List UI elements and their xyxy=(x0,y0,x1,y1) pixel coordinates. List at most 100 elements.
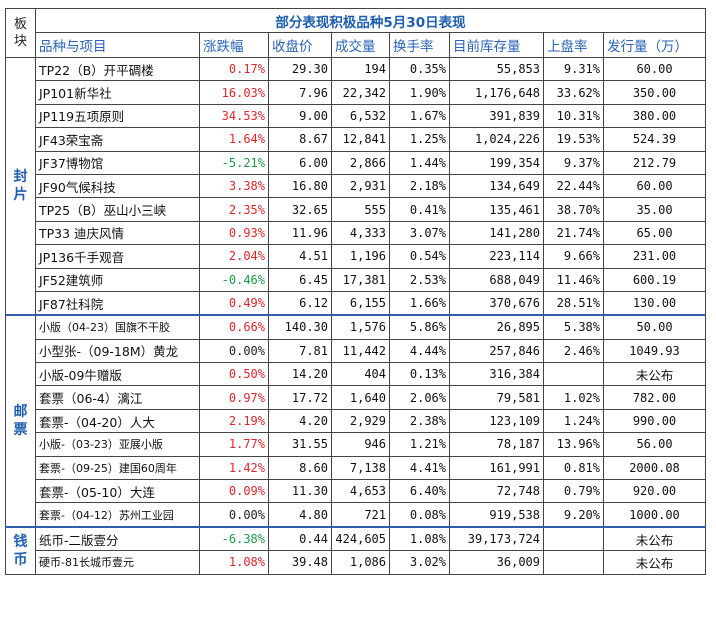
close-price-cell: 31.55 xyxy=(268,432,332,457)
volume-cell: 22,342 xyxy=(331,80,390,105)
close-price-cell: 4.51 xyxy=(268,244,332,269)
issue-cell: 65.00 xyxy=(603,220,706,246)
volume-cell: 1,196 xyxy=(331,244,390,269)
item-name: 硬币-81长城币壹元 xyxy=(35,550,200,575)
stock-cell: 1,176,648 xyxy=(449,80,544,105)
close-price-cell: 6.12 xyxy=(268,290,332,316)
stock-cell: 161,991 xyxy=(449,455,544,481)
close-price-cell: 16.80 xyxy=(268,173,332,199)
table-row: 套票-（05-10）大连 0.09% 11.30 4,653 6.40% 72,748 0.… xyxy=(6,479,706,504)
listing-rate-cell: 22.44% xyxy=(543,173,604,199)
issue-cell: 50.00 xyxy=(603,314,706,340)
item-name: JP136千手观音 xyxy=(35,244,200,269)
stock-cell: 370,676 xyxy=(449,290,544,316)
close-price-cell: 4.20 xyxy=(268,408,332,434)
turnover-cell: 4.44% xyxy=(389,338,450,364)
turnover-cell: 1.25% xyxy=(389,127,450,152)
listing-rate-cell: 1.02% xyxy=(543,385,604,410)
volume-cell: 555 xyxy=(331,197,390,222)
change-cell: 1.08% xyxy=(199,550,269,575)
change-cell: -6.38% xyxy=(199,525,269,552)
change-cell: 1.64% xyxy=(199,127,269,152)
volume-cell: 4,333 xyxy=(331,220,390,246)
item-name: 套票-（04-20）人大 xyxy=(35,408,200,434)
stock-cell: 79,581 xyxy=(449,385,544,410)
issue-cell: 未公布 xyxy=(603,550,706,575)
change-cell: 1.42% xyxy=(199,455,269,481)
section-header-text: 板块 xyxy=(13,17,27,49)
table-row: 小型张-（09-18M）黄龙 0.00% 7.81 11,442 4.44% 257,84… xyxy=(6,338,706,364)
turnover-cell: 1.08% xyxy=(389,525,450,552)
change-cell: 16.03% xyxy=(199,80,269,105)
listing-rate-cell: 10.31% xyxy=(543,103,604,129)
volume-cell: 1,576 xyxy=(331,314,390,340)
issue-cell: 350.00 xyxy=(603,80,706,105)
table-row: 钱币 纸币-二版壹分 -6.38% 0.44 424,605 1.08% 39,173,72… xyxy=(5,525,706,575)
item-name: JF52建筑师 xyxy=(35,267,200,292)
table-row: 封片 TP22（B）开平碉楼 0.17% 29.30 194 0.35% 55,853 9.3… xyxy=(5,56,706,316)
stock-cell: 316,384 xyxy=(449,362,544,387)
turnover-cell: 1.66% xyxy=(389,290,450,316)
table-row: 小版-（03-23）亚展小版 1.77% 31.55 946 1.21% 78,187 13… xyxy=(6,432,706,457)
close-price-cell: 6.00 xyxy=(268,150,332,175)
issue-cell: 212.79 xyxy=(603,150,706,175)
close-price-cell: 32.65 xyxy=(268,197,332,222)
issue-cell: 231.00 xyxy=(603,244,706,269)
issue-cell: 56.00 xyxy=(603,432,706,457)
item-name: JP101新华社 xyxy=(35,80,200,105)
turnover-cell: 2.38% xyxy=(389,408,450,434)
change-cell: 0.93% xyxy=(199,220,269,246)
issue-cell: 920.00 xyxy=(603,479,706,504)
item-name: TP33 迪庆风情 xyxy=(35,220,200,246)
issue-cell: 1049.93 xyxy=(603,338,706,364)
stock-cell: 78,187 xyxy=(449,432,544,457)
section-label-text: 钱币 xyxy=(13,533,28,568)
listing-rate-cell: 38.70% xyxy=(543,197,604,222)
close-price-cell: 6.45 xyxy=(268,267,332,292)
turnover-cell: 0.41% xyxy=(389,197,450,222)
listing-rate-cell xyxy=(543,550,604,575)
stock-cell: 391,839 xyxy=(449,103,544,129)
turnover-cell: 1.21% xyxy=(389,432,450,457)
change-cell: 0.17% xyxy=(199,56,269,82)
stock-cell: 141,280 xyxy=(449,220,544,246)
item-name: 小版-09牛赠版 xyxy=(35,362,200,387)
close-price-cell: 7.81 xyxy=(268,338,332,364)
volume-cell: 2,929 xyxy=(331,408,390,434)
volume-cell: 6,532 xyxy=(331,103,390,129)
change-cell: -0.46% xyxy=(199,267,269,292)
table-row: JP136千手观音 2.04% 4.51 1,196 0.54% 223,114 9.66%… xyxy=(6,244,706,269)
volume-cell: 11,442 xyxy=(331,338,390,364)
close-price-cell: 8.60 xyxy=(268,455,332,481)
column-header-rate: 上盘率 xyxy=(543,32,604,58)
item-name: 小型张-（09-18M）黄龙 xyxy=(35,338,200,364)
listing-rate-cell: 9.20% xyxy=(543,502,604,528)
column-header-turnover: 换手率 xyxy=(389,32,450,58)
change-cell: 3.38% xyxy=(199,173,269,199)
change-cell: 1.77% xyxy=(199,432,269,457)
change-cell: 0.09% xyxy=(199,479,269,504)
change-cell: 34.53% xyxy=(199,103,269,129)
item-name: 套票-（05-10）大连 xyxy=(35,479,200,504)
listing-rate-cell: 5.38% xyxy=(543,314,604,340)
listing-rate-cell xyxy=(543,362,604,387)
issue-cell: 600.19 xyxy=(603,267,706,292)
listing-rate-cell: 28.51% xyxy=(543,290,604,316)
turnover-cell: 3.07% xyxy=(389,220,450,246)
listing-rate-cell: 9.31% xyxy=(543,56,604,82)
listing-rate-cell: 2.46% xyxy=(543,338,604,364)
stock-cell: 36,009 xyxy=(449,550,544,575)
stock-cell: 72,748 xyxy=(449,479,544,504)
turnover-cell: 3.02% xyxy=(389,550,450,575)
stock-cell: 39,173,724 xyxy=(449,525,544,552)
volume-cell: 721 xyxy=(331,502,390,528)
turnover-cell: 0.35% xyxy=(389,56,450,82)
change-cell: 2.35% xyxy=(199,197,269,222)
section-label-text: 封片 xyxy=(13,169,28,204)
stock-cell: 199,354 xyxy=(449,150,544,175)
close-price-cell: 140.30 xyxy=(268,314,332,340)
turnover-cell: 5.86% xyxy=(389,314,450,340)
change-cell: 0.50% xyxy=(199,362,269,387)
listing-rate-cell: 33.62% xyxy=(543,80,604,105)
change-cell: 0.00% xyxy=(199,338,269,364)
